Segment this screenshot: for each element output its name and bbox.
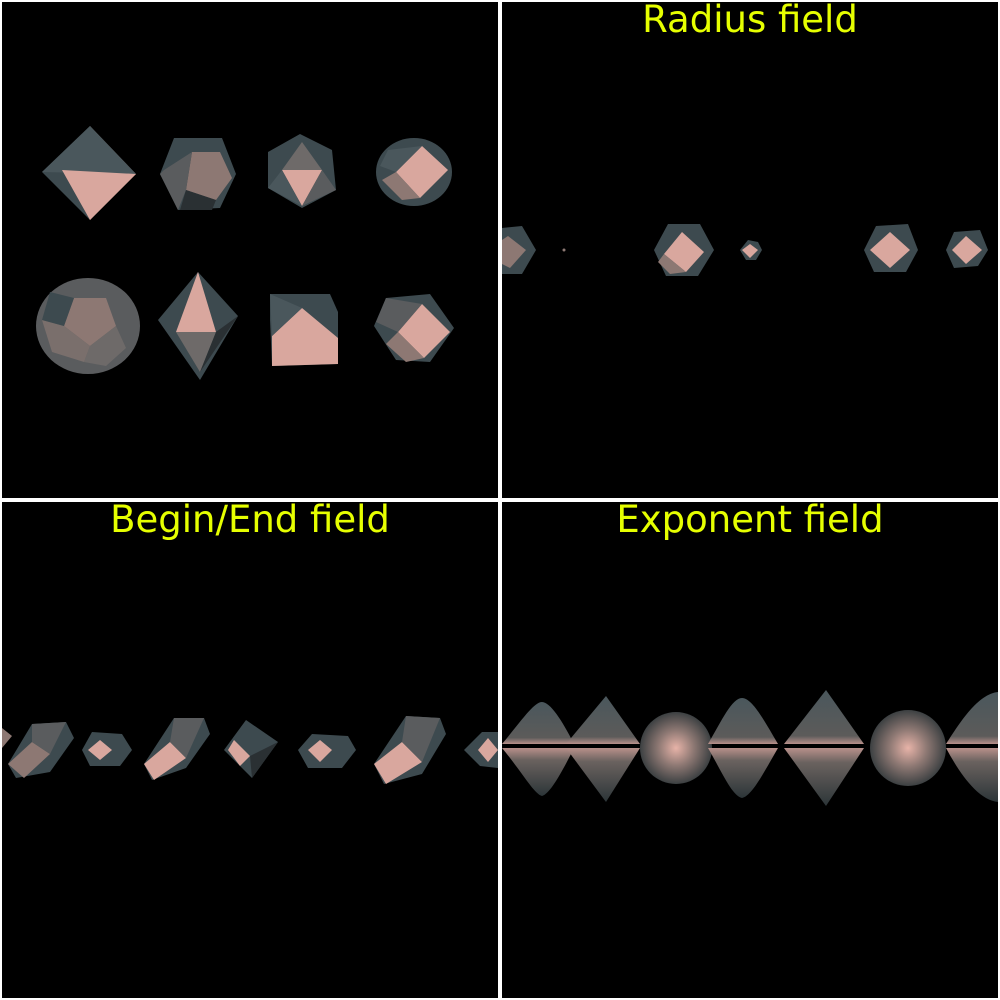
exponent-shape-1 [502,702,574,796]
shapes-scene [36,126,454,380]
exponent-field-viewport[interactable]: Exponent field [502,502,998,998]
begin-end-shape-2 [8,722,74,778]
exponent-shape-4 [708,698,778,798]
rhombicuboctahedron-shape [376,138,452,206]
house-prism-shape [270,294,338,366]
radius-field-viewport[interactable]: Radius field [502,2,998,498]
radius-shape-3 [654,224,714,276]
octahedron-shape [42,126,136,220]
begin-end-shape-8 [464,732,498,768]
viewport-title: Begin/End field [110,502,390,541]
radius-field-scene [502,224,988,276]
exponent-shape-2 [566,696,640,802]
truncated-octahedron-shape [374,294,454,362]
begin-end-field-scene [2,716,498,784]
exponent-shape-6 [870,710,946,786]
exponent-field-scene [502,690,998,806]
begin-end-field-viewport[interactable]: Begin/End field [2,502,498,998]
exponent-shape-5 [784,690,864,806]
shapes-viewport[interactable] [2,2,498,498]
icosahedron-shape [268,134,336,208]
radius-shape-5 [864,224,918,272]
begin-end-shape-1 [2,728,12,748]
exponent-shape-7 [946,692,998,802]
begin-end-shape-7 [374,716,446,784]
begin-end-shape-6 [298,734,356,768]
horizontal-divider [0,498,1000,502]
begin-end-shape-3 [82,732,132,766]
radius-shape-2 [562,248,566,252]
radius-shape-4 [740,240,762,260]
viewport-title: Radius field [642,2,858,41]
exponent-shape-3 [640,712,712,784]
bipyramid-shape [158,272,238,380]
dodecahedron-shape [160,138,236,210]
viewport-title: Exponent field [616,502,884,541]
radius-shape-1 [502,226,536,274]
begin-end-shape-4 [144,718,210,780]
radius-shape-6 [946,230,988,268]
begin-end-shape-5 [224,720,278,778]
truncated-icosahedron-shape [36,278,140,374]
